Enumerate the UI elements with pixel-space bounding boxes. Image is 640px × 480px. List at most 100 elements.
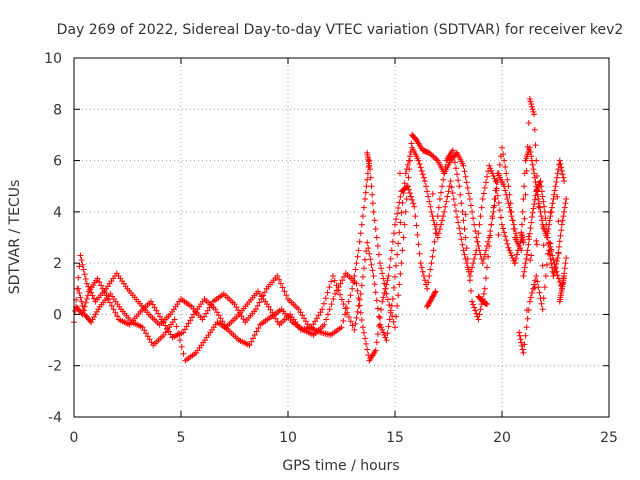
data-point [521, 215, 528, 222]
data-point [500, 225, 507, 232]
data-point [507, 208, 514, 215]
data-point [471, 304, 478, 311]
data-point [397, 193, 404, 200]
data-point [418, 167, 425, 174]
data-point [248, 338, 255, 345]
data-point [355, 247, 362, 254]
data-point [462, 211, 469, 218]
data-point [360, 265, 367, 272]
data-point [261, 289, 268, 296]
data-point [359, 213, 366, 220]
data-point [279, 284, 286, 291]
data-point [552, 265, 559, 272]
data-point [460, 247, 467, 254]
data-point [351, 272, 358, 279]
data-point [558, 167, 565, 174]
data-point [520, 272, 527, 279]
data-point [440, 176, 447, 183]
data-point [354, 253, 361, 260]
data-point [473, 310, 480, 317]
data-point [508, 213, 515, 220]
data-point [526, 298, 533, 305]
data-point [461, 168, 468, 175]
data-point [527, 294, 534, 301]
data-point [372, 289, 379, 296]
axis-ticks [73, 57, 610, 418]
data-point [379, 270, 386, 277]
data-point [460, 217, 467, 224]
data-point [78, 257, 85, 264]
data-point [450, 196, 457, 203]
data-point [406, 153, 413, 160]
data-point [502, 187, 509, 194]
data-point [428, 260, 435, 267]
data-point [477, 306, 484, 313]
data-point [556, 243, 563, 250]
data-point [480, 190, 487, 197]
series-track-3 [73, 144, 518, 344]
data-point [338, 296, 345, 303]
data-point [398, 260, 405, 267]
data-point [521, 264, 528, 271]
data-point [373, 339, 380, 346]
data-point [438, 221, 445, 228]
data-point [429, 152, 436, 159]
data-point [525, 119, 532, 126]
data-point [473, 234, 480, 241]
data-point [393, 262, 400, 269]
data-point [505, 200, 512, 207]
data-point [429, 213, 436, 220]
data-point [77, 252, 84, 259]
data-point [540, 242, 547, 249]
data-point [420, 272, 427, 279]
data-point [561, 178, 568, 185]
data-point [90, 295, 97, 302]
data-point [481, 285, 488, 292]
data-point [490, 172, 497, 179]
data-point [281, 288, 288, 295]
data-point [354, 287, 361, 294]
data-point [541, 208, 548, 215]
data-point [458, 200, 465, 207]
data-point [490, 204, 497, 211]
data-point [405, 186, 412, 193]
data-point [448, 184, 455, 191]
data-point [374, 243, 381, 250]
data-point [454, 171, 461, 178]
data-point [532, 142, 539, 149]
data-point [543, 228, 550, 235]
data-point [401, 221, 408, 228]
data-point [431, 290, 438, 297]
data-point [487, 165, 494, 172]
data-point [372, 347, 379, 354]
data-point [484, 173, 491, 180]
data-point [547, 255, 554, 262]
data-point [426, 198, 433, 205]
data-point [173, 323, 180, 330]
data-point [367, 256, 374, 263]
data-point [553, 174, 560, 181]
data-point [103, 292, 110, 299]
data-point [451, 159, 458, 166]
data-point [397, 270, 404, 277]
data-point [442, 203, 449, 210]
x-tick-label: 15 [386, 430, 404, 446]
data-point [92, 311, 99, 318]
data-point [367, 174, 374, 181]
data-point [532, 192, 539, 199]
data-point [480, 290, 487, 297]
data-point [335, 287, 342, 294]
data-point [351, 326, 358, 333]
data-point [421, 178, 428, 185]
data-point [469, 264, 476, 271]
data-point [430, 153, 437, 160]
data-point [457, 191, 464, 198]
data-point [377, 314, 384, 321]
data-point [478, 204, 485, 211]
data-point [383, 281, 390, 288]
data-point [461, 251, 468, 258]
data-point [484, 301, 491, 308]
data-point [337, 291, 344, 298]
data-point [510, 221, 517, 228]
data-point [389, 296, 396, 303]
